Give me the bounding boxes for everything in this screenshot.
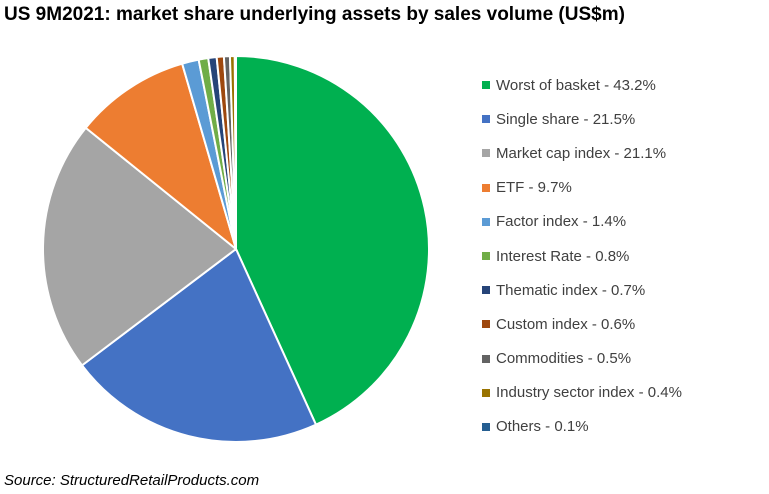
chart-source: Source: StructuredRetailProducts.com — [4, 472, 260, 489]
legend-item-10: Others - 0.1% — [482, 410, 682, 444]
legend-item-2: Market cap index - 21.1% — [482, 136, 682, 170]
legend-swatch — [482, 286, 490, 295]
legend-label: Custom index - 0.6% — [496, 315, 636, 333]
pie-slice-1 — [81, 248, 317, 443]
legend-label: Interest Rate - 0.8% — [496, 247, 630, 265]
legend-label: Worst of basket - 43.2% — [496, 76, 656, 94]
pie-slice-3 — [84, 62, 237, 250]
pie-slice-10 — [233, 54, 237, 250]
legend-swatch — [482, 217, 490, 226]
legend-swatch — [482, 422, 490, 431]
legend-swatch — [482, 320, 490, 329]
legend-item-7: Custom index - 0.6% — [482, 307, 682, 341]
legend-item-0: Worst of basket - 43.2% — [482, 68, 682, 102]
legend-label: Factor index - 1.4% — [496, 213, 627, 231]
legend-item-4: Factor index - 1.4% — [482, 205, 682, 239]
legend-label: ETF - 9.7% — [496, 179, 572, 197]
legend-label: Thematic index - 0.7% — [496, 281, 646, 299]
chart-title: US 9M2021: market share underlying asset… — [4, 4, 625, 25]
pie-slice-2 — [42, 126, 237, 367]
legend-swatch — [482, 388, 490, 397]
legend-item-3: ETF - 9.7% — [482, 171, 682, 205]
legend-item-9: Industry sector index - 0.4% — [482, 376, 682, 410]
legend-swatch — [482, 354, 490, 363]
legend-label: Others - 0.1% — [496, 418, 589, 436]
legend-swatch — [482, 183, 490, 192]
legend-item-1: Single share - 21.5% — [482, 102, 682, 136]
legend-swatch — [482, 115, 490, 124]
legend-item-8: Commodities - 0.5% — [482, 342, 682, 376]
legend-item-6: Thematic index - 0.7% — [482, 273, 682, 307]
chart-legend: Worst of basket - 43.2% Single share - 21… — [482, 68, 682, 444]
legend-item-5: Interest Rate - 0.8% — [482, 239, 682, 273]
legend-label: Market cap index - 21.1% — [496, 144, 667, 162]
legend-label: Industry sector index - 0.4% — [496, 384, 682, 402]
pie-slice-0 — [235, 55, 430, 426]
legend-label: Commodities - 0.5% — [496, 350, 632, 368]
legend-swatch — [482, 149, 490, 158]
legend-swatch — [482, 81, 490, 90]
legend-label: Single share - 21.5% — [496, 110, 636, 128]
legend-swatch — [482, 252, 490, 261]
